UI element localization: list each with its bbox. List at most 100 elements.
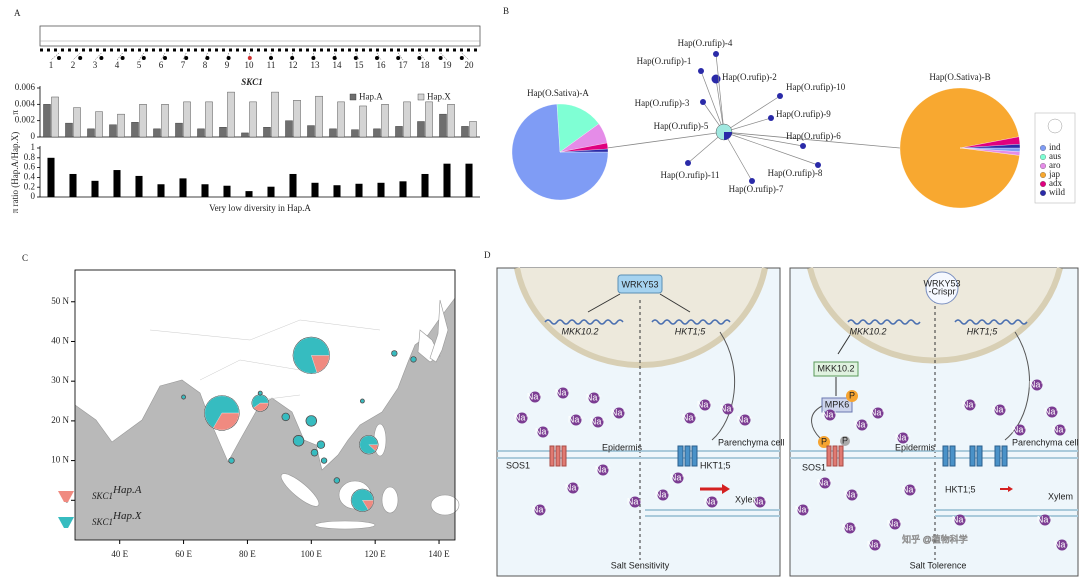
y-tick-label: 40 N: [51, 336, 69, 346]
site: [359, 435, 379, 455]
legend-swatch: [1040, 154, 1046, 160]
ion: [844, 522, 856, 534]
label: Epidermis: [602, 442, 643, 452]
edge: [723, 131, 819, 166]
bar: [465, 163, 473, 197]
ion-label: Na⁺: [532, 504, 549, 514]
site-slice: [391, 350, 398, 357]
legend-label: ind: [1049, 142, 1061, 152]
marker: [141, 56, 146, 60]
marker: [226, 56, 231, 60]
node-label: Hap(O.rufip)-4: [678, 38, 733, 48]
bar: [197, 128, 205, 138]
haplotype-node: [777, 93, 783, 99]
pie-label: Hap(O.Sativa)-B: [929, 72, 990, 82]
bar: [373, 128, 381, 138]
ion: [613, 407, 625, 419]
x-tick-label: 120 E: [365, 549, 387, 559]
site-slice: [204, 395, 240, 428]
connector: [440, 52, 448, 61]
category-label: 18: [421, 60, 431, 70]
ion-label: Na⁺: [752, 496, 769, 506]
bar: [359, 105, 367, 138]
ion: [557, 387, 569, 399]
node-label: Hap(O.rufip)-6: [786, 131, 841, 141]
site-slice: [359, 435, 378, 454]
ion-label: Na⁺: [867, 539, 884, 549]
ion-label: Na⁺: [817, 477, 834, 487]
node-label: Hap(O.rufip)-7: [729, 184, 784, 194]
site: [228, 457, 235, 464]
mechanism-diagram: WRKY53 MKK10.2 HKT1;5 Parenchyma cell Ep…: [496, 267, 1079, 577]
site-slice: [311, 449, 318, 457]
bar: [337, 101, 345, 138]
label: Parenchyma cell: [718, 437, 785, 447]
category-label: 16: [377, 60, 387, 70]
connector: [397, 52, 404, 61]
ion-label: Na⁺: [795, 504, 812, 514]
map-frame: [74, 269, 456, 541]
category-label: 8: [203, 60, 208, 70]
site-slice: [293, 435, 304, 447]
bar: [245, 191, 253, 197]
ion-label: Na⁺: [555, 387, 572, 397]
marker: [353, 56, 358, 60]
ion: [529, 391, 541, 403]
connector: [72, 52, 81, 61]
y-tick-label: 1: [31, 142, 36, 152]
chromosome-strip: [39, 25, 481, 52]
ion: [754, 496, 766, 508]
ion-label: Na⁺: [682, 412, 699, 422]
legend-label: Hap.A: [359, 92, 383, 102]
label: P: [842, 435, 848, 445]
site-slice: [213, 412, 240, 431]
node-label: Hap(O.rufip)-1: [637, 56, 692, 66]
edge: [723, 131, 901, 149]
legend-superscript: Hap.A: [112, 484, 142, 496]
edge: [723, 131, 753, 182]
x-tick-label: 80 E: [239, 549, 256, 559]
ion: [672, 472, 684, 484]
marker: [332, 56, 337, 60]
ion: [1031, 379, 1043, 391]
legend-label: SKC1Hap.A: [92, 484, 142, 502]
watermark: 知乎 @植物科学: [902, 533, 968, 544]
category-label: 2: [71, 60, 76, 70]
ion: [964, 399, 976, 411]
label: MKK10.2: [817, 363, 854, 373]
category-label: 4: [115, 60, 120, 70]
label: Xylem: [1048, 491, 1073, 501]
site-slice: [228, 457, 235, 464]
haplotype-node: [815, 162, 821, 168]
y-tick-label: 0.6: [24, 162, 36, 172]
ion-label: Na⁺: [595, 464, 612, 474]
ion: [588, 392, 600, 404]
marker: [78, 56, 83, 60]
bar: [293, 100, 301, 138]
ion-label: Na⁺: [895, 432, 912, 442]
panel-label: A: [14, 8, 21, 18]
bar: [307, 125, 315, 138]
site-slice: [305, 415, 317, 427]
category-label: 1: [49, 60, 54, 70]
panel-label: B: [503, 6, 509, 16]
caption: Salt Sensitivity: [611, 560, 670, 570]
bar: [249, 101, 257, 138]
ion-label: Na⁺: [720, 403, 737, 413]
pie-slice: [556, 103, 600, 153]
bar: [47, 157, 55, 197]
ion: [954, 514, 966, 526]
marker: [57, 56, 61, 60]
ion-label: Na⁺: [1044, 406, 1061, 416]
node-label: Hap(O.rufip)-8: [768, 168, 823, 178]
y-tick-label: 0.4: [24, 171, 36, 181]
legend-swatch: [1040, 181, 1046, 187]
site: [333, 477, 340, 484]
haplotype-node: [713, 51, 719, 57]
haplotype-node: [749, 178, 755, 184]
site: [181, 394, 186, 400]
legend-swatch: [1040, 163, 1046, 169]
ion-label: Na⁺: [611, 407, 628, 417]
ion: [739, 414, 751, 426]
